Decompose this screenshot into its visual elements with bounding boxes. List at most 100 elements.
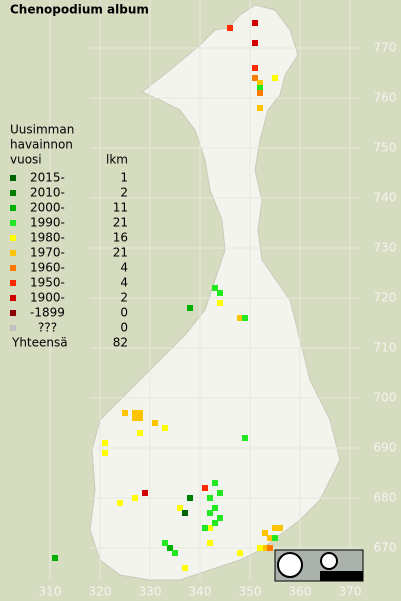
observation-square <box>267 535 273 541</box>
observation-square <box>252 75 258 81</box>
legend-label: -1899 <box>30 306 65 320</box>
legend-label: 1970- <box>30 246 65 260</box>
y-tick-label: 710 <box>374 341 397 355</box>
observation-square <box>137 415 143 421</box>
legend-heading: Uusimman <box>10 123 74 137</box>
y-tick-label: 680 <box>374 491 397 505</box>
observation-square <box>187 305 193 311</box>
observation-square <box>217 300 223 306</box>
observation-square <box>252 20 258 26</box>
observation-square <box>252 40 258 46</box>
observation-square <box>187 495 193 501</box>
observation-square <box>207 540 213 546</box>
legend-label: 2010- <box>30 186 65 200</box>
legend-count: 16 <box>113 231 128 245</box>
legend-count: 2 <box>120 186 128 200</box>
legend-count: 4 <box>120 261 128 275</box>
observation-square <box>272 75 278 81</box>
legend-count: 4 <box>120 276 128 290</box>
legend-swatch <box>10 295 16 301</box>
observation-square <box>262 530 268 536</box>
observation-square <box>257 85 263 91</box>
observation-square <box>257 545 263 551</box>
observation-square <box>52 555 58 561</box>
x-tick-label: 310 <box>39 585 62 599</box>
observation-square <box>182 565 188 571</box>
x-tick-label: 360 <box>289 585 312 599</box>
observation-square <box>227 25 233 31</box>
observation-square <box>252 65 258 71</box>
y-tick-label: 770 <box>374 41 397 55</box>
y-tick-label: 760 <box>374 91 397 105</box>
observation-square <box>257 80 263 86</box>
observation-square <box>162 540 168 546</box>
observation-square <box>142 490 148 496</box>
observation-square <box>172 550 178 556</box>
observation-square <box>257 90 263 96</box>
legend-count: 21 <box>113 246 128 260</box>
legend-count: 2 <box>120 291 128 305</box>
legend-swatch <box>10 325 16 331</box>
observation-square <box>177 505 183 511</box>
x-tick-label: 350 <box>239 585 262 599</box>
legend-swatch <box>10 250 16 256</box>
legend-count: 0 <box>120 321 128 335</box>
observation-square <box>242 315 248 321</box>
legend-count: 21 <box>113 216 128 230</box>
x-tick-label: 340 <box>189 585 212 599</box>
legend-swatch <box>10 175 16 181</box>
observation-square <box>207 510 213 516</box>
y-tick-label: 670 <box>374 541 397 555</box>
observation-square <box>217 515 223 521</box>
observation-square <box>267 545 273 551</box>
legend-label: 1990- <box>30 216 65 230</box>
observation-square <box>202 485 208 491</box>
observation-square <box>132 495 138 501</box>
y-tick-label: 720 <box>374 291 397 305</box>
observation-square <box>212 285 218 291</box>
legend-label: 2015- <box>30 171 65 185</box>
license-badge <box>274 549 364 582</box>
y-tick-label: 730 <box>374 241 397 255</box>
y-tick-label: 750 <box>374 141 397 155</box>
observation-square <box>212 505 218 511</box>
observation-square <box>122 410 128 416</box>
legend-label: 1900- <box>30 291 65 305</box>
legend-swatch <box>10 265 16 271</box>
legend-count: 11 <box>113 201 128 215</box>
observation-square <box>137 430 143 436</box>
legend-count: 0 <box>120 306 128 320</box>
observation-square <box>257 105 263 111</box>
y-tick-label: 740 <box>374 191 397 205</box>
legend-swatch <box>10 220 16 226</box>
legend-total: 82 <box>113 336 128 350</box>
observation-square <box>117 500 123 506</box>
observation-square <box>132 415 138 421</box>
y-tick-label: 690 <box>374 441 397 455</box>
legend-total-label: Yhteensä <box>11 336 68 350</box>
legend-heading: vuosi <box>10 153 42 167</box>
legend-count: 1 <box>120 171 128 185</box>
observation-square <box>262 545 268 551</box>
legend-swatch <box>10 280 16 286</box>
legend-label: 1980- <box>30 231 65 245</box>
observation-square <box>212 480 218 486</box>
observation-square <box>137 410 143 416</box>
legend-heading: havainnon <box>10 138 73 152</box>
legend-label: 1950- <box>30 276 65 290</box>
legend-swatch <box>10 310 16 316</box>
map-title: Chenopodium album <box>10 3 149 17</box>
legend-swatch <box>10 235 16 241</box>
legend-swatch <box>10 190 16 196</box>
y-tick-label: 700 <box>374 391 397 405</box>
observation-square <box>212 520 218 526</box>
observation-square <box>277 525 283 531</box>
legend-label: ??? <box>38 321 57 335</box>
observation-square <box>272 535 278 541</box>
observation-square <box>167 545 173 551</box>
observation-square <box>207 525 213 531</box>
observation-square <box>102 440 108 446</box>
observation-square <box>207 495 213 501</box>
observation-square <box>202 525 208 531</box>
